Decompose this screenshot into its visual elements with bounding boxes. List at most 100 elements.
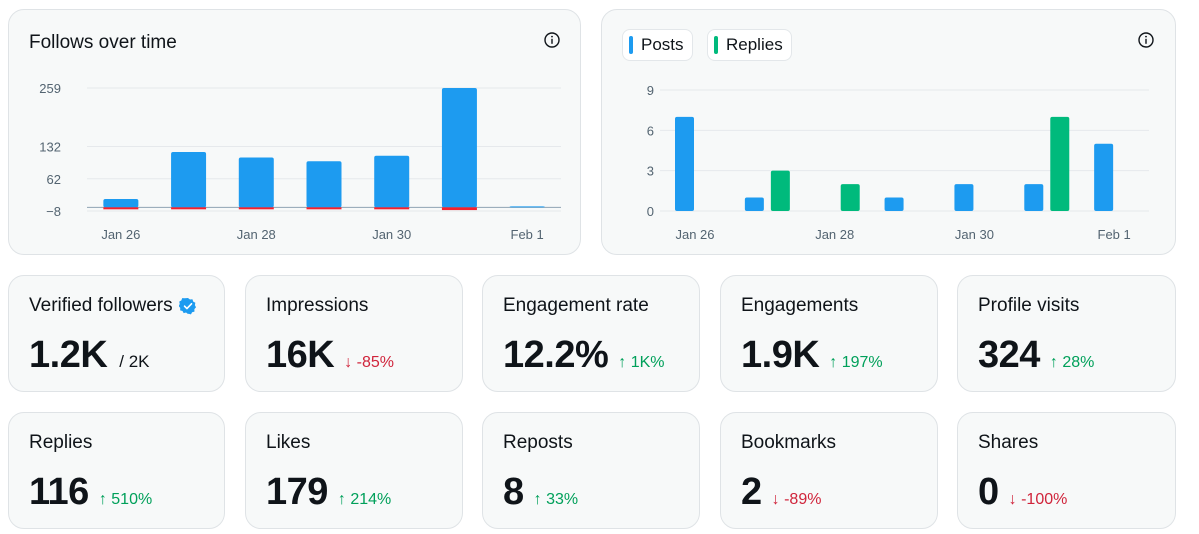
arrow-up-icon: ↑	[337, 491, 346, 508]
stat-card-replies[interactable]: Replies 116 ↑ 510%	[8, 412, 225, 529]
y-tick-label: 3	[647, 164, 654, 179]
legend-swatch-replies	[714, 36, 718, 54]
stat-delta: ↑ 197%	[829, 354, 882, 372]
bar-replies	[770, 170, 790, 211]
stat-value: 179	[266, 471, 328, 513]
legend-label: Posts	[641, 35, 684, 54]
y-tick-label: 6	[647, 123, 654, 138]
posts-replies-bar-chart: 9 6 3 0 Jan 26 Jan 28 Jan 30 Feb 1	[647, 83, 1149, 242]
bar-replies	[1050, 116, 1070, 211]
stat-label-wrap: Verified followers	[29, 295, 197, 317]
delta-value: 28%	[1062, 354, 1095, 371]
legend-swatch-posts	[629, 36, 633, 54]
stat-card-reposts[interactable]: Reposts 8 ↑ 33%	[482, 412, 700, 529]
stat-delta: ↑ 1K%	[618, 354, 664, 372]
legend-replies[interactable]: Replies	[707, 29, 792, 61]
stat-delta: ↑ 510%	[99, 491, 152, 509]
stat-value: 16K	[266, 334, 335, 376]
delta-value: 510%	[111, 491, 153, 508]
delta-value: 33%	[546, 491, 579, 508]
x-tick-label: Jan 30	[372, 227, 411, 242]
stat-value: 8	[503, 471, 524, 513]
delta-value: -100%	[1021, 491, 1068, 508]
x-tick-label: Feb 1	[1098, 227, 1131, 242]
stat-delta: ↑ 28%	[1050, 354, 1094, 372]
info-icon[interactable]	[544, 32, 560, 48]
stat-value: 1.9K	[741, 334, 820, 376]
x-tick-label: Jan 28	[237, 227, 276, 242]
bar-unfollows	[441, 207, 477, 211]
stat-label: Reposts	[503, 432, 573, 453]
bar-replies	[840, 184, 860, 211]
delta-value: 197%	[841, 354, 883, 371]
bar-follows	[103, 199, 139, 208]
y-tick-label: −8	[46, 204, 61, 219]
stat-card-likes[interactable]: Likes 179 ↑ 214%	[245, 412, 463, 529]
stat-label: Engagement rate	[503, 295, 649, 316]
chart-title: Follows over time	[29, 32, 177, 53]
stat-card-engagement-rate[interactable]: Engagement rate 12.2% ↑ 1K%	[482, 275, 700, 392]
stat-label: Bookmarks	[741, 432, 837, 453]
stat-label: Engagements	[741, 295, 859, 316]
stat-value-row: 1.2K / 2K	[29, 334, 150, 377]
delta-value: -85%	[356, 354, 395, 371]
bar-follows	[374, 155, 410, 208]
stat-label: Impressions	[266, 295, 369, 316]
stat-value-row: 16K ↓ -85%	[266, 334, 394, 377]
x-tick-label: Jan 26	[675, 227, 714, 242]
arrow-down-icon: ↓	[771, 491, 780, 508]
stat-card-shares[interactable]: Shares 0 ↓ -100%	[957, 412, 1176, 529]
stat-card-impressions[interactable]: Impressions 16K ↓ -85%	[245, 275, 463, 392]
stat-card-verified-followers[interactable]: Verified followers 1.2K / 2K	[8, 275, 225, 392]
stat-total: / 2K	[119, 352, 150, 371]
bar-follows	[171, 152, 207, 208]
legend-posts[interactable]: Posts	[622, 29, 693, 61]
bar-posts	[675, 116, 694, 211]
stat-label: Likes	[266, 432, 311, 453]
stat-card-profile-visits[interactable]: Profile visits 324 ↑ 28%	[957, 275, 1176, 392]
stat-value: 2	[741, 471, 762, 513]
x-tick-label: Jan 26	[101, 227, 140, 242]
y-tick-label: 9	[647, 83, 654, 98]
bar-posts	[744, 197, 764, 211]
stat-card-engagements[interactable]: Engagements 1.9K ↑ 197%	[720, 275, 938, 392]
stat-value: 0	[978, 471, 999, 513]
x-tick-label: Jan 28	[815, 227, 854, 242]
bar-posts	[1094, 143, 1114, 211]
bar-follows	[509, 206, 545, 208]
arrow-up-icon: ↑	[618, 354, 627, 371]
y-tick-label: 132	[39, 140, 61, 155]
stat-delta: ↓ -100%	[1009, 491, 1068, 509]
stat-delta: ↑ 214%	[338, 491, 391, 509]
bar-posts	[1024, 184, 1044, 211]
stat-value: 12.2%	[503, 334, 609, 376]
stat-value-row: 12.2% ↑ 1K%	[503, 334, 665, 377]
bar-follows	[238, 157, 274, 208]
stat-card-bookmarks[interactable]: Bookmarks 2 ↓ -89%	[720, 412, 938, 529]
stat-value-row: 324 ↑ 28%	[978, 334, 1094, 377]
y-tick-label: 259	[39, 81, 61, 96]
follows-bar-chart: 259 132 62 −8 Jan 26 Jan 28 Jan 30 Feb 1	[39, 81, 561, 242]
stat-label: Verified followers	[29, 295, 173, 316]
stat-label: Shares	[978, 432, 1039, 453]
arrow-down-icon: ↓	[1008, 491, 1017, 508]
arrow-down-icon: ↓	[344, 354, 353, 371]
bar-unfollows	[374, 207, 410, 210]
x-tick-label: Feb 1	[511, 227, 544, 242]
x-tick-label: Jan 30	[955, 227, 994, 242]
bar-follows	[441, 88, 477, 208]
posts-chart-card: Posts Replies 9 6 3 0 Jan 26 Jan 28 Jan 30 Feb …	[601, 9, 1176, 255]
bar-unfollows	[238, 207, 274, 210]
delta-value: -89%	[784, 491, 822, 508]
bar-posts	[884, 197, 904, 211]
y-tick-label: 0	[647, 204, 654, 219]
stat-value-row: 8 ↑ 33%	[503, 471, 578, 514]
info-icon[interactable]	[1138, 32, 1154, 48]
stat-value-row: 2 ↓ -89%	[741, 471, 821, 514]
stat-value: 1.2K	[29, 334, 108, 376]
legend-label: Replies	[726, 35, 783, 54]
bar-unfollows	[171, 207, 207, 210]
stat-delta: ↓ -85%	[344, 354, 394, 372]
stat-delta: ↑ 33%	[534, 491, 578, 509]
bar-follows	[306, 161, 342, 208]
